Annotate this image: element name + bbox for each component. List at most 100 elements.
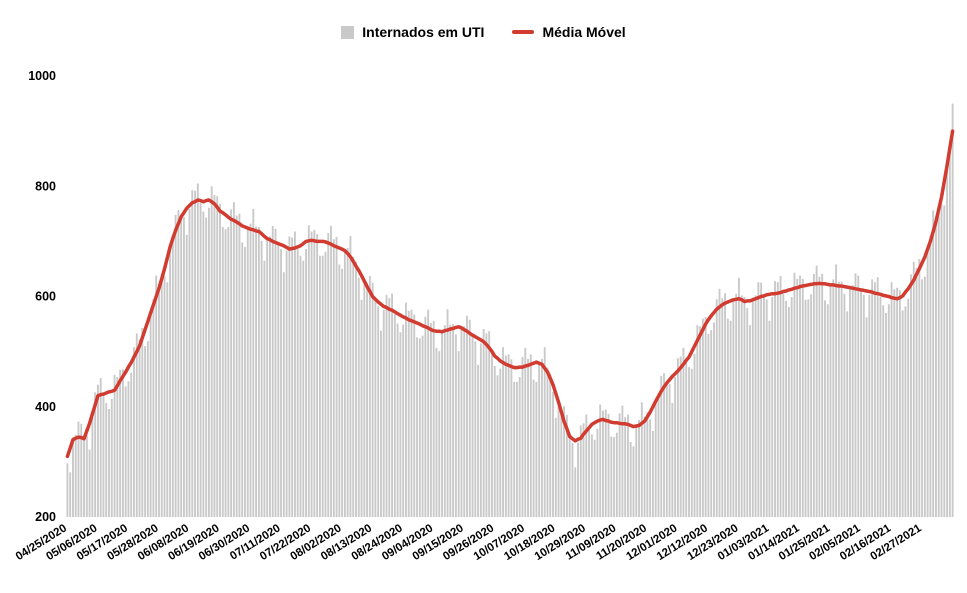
bar	[80, 423, 83, 517]
bar	[169, 244, 172, 517]
bar	[491, 353, 493, 517]
bar	[643, 416, 646, 517]
bar	[790, 297, 793, 517]
bar	[657, 393, 660, 517]
bar	[205, 217, 208, 517]
bar	[743, 297, 746, 517]
bar	[918, 259, 921, 517]
bar	[951, 103, 954, 517]
bar	[285, 250, 288, 517]
bar	[88, 449, 91, 517]
bar	[113, 374, 116, 517]
bar	[349, 235, 352, 517]
bar	[651, 431, 654, 517]
bar	[793, 272, 796, 517]
bar	[69, 472, 72, 517]
bar	[660, 375, 663, 517]
bar	[246, 228, 249, 517]
bar	[460, 325, 463, 517]
bar	[751, 297, 754, 517]
bar	[321, 255, 324, 517]
bar	[557, 400, 560, 517]
bar	[879, 296, 882, 517]
bar	[787, 307, 790, 517]
bar	[124, 386, 127, 517]
bar	[152, 299, 155, 517]
bar	[485, 333, 488, 517]
bar	[782, 293, 785, 517]
bar	[640, 402, 643, 517]
bar	[549, 373, 552, 517]
bar	[615, 432, 618, 517]
bar	[288, 236, 291, 517]
bar	[613, 437, 616, 517]
bar	[477, 364, 480, 517]
y-axis-tick-label: 1000	[28, 69, 56, 83]
bar	[565, 415, 568, 517]
bar	[804, 299, 807, 517]
bar	[854, 273, 857, 517]
bar	[368, 276, 371, 517]
bar	[887, 304, 890, 517]
bar	[466, 315, 468, 517]
bar	[324, 251, 327, 518]
bar	[890, 282, 893, 517]
chart-legend: Internados em UTI Média Móvel	[0, 24, 967, 40]
bar	[835, 264, 838, 517]
bar	[590, 434, 593, 517]
bar	[413, 314, 416, 517]
bar	[710, 330, 713, 517]
bar	[499, 368, 502, 517]
bar	[474, 341, 477, 517]
bar	[163, 276, 166, 517]
bar	[77, 421, 80, 517]
bar	[599, 404, 602, 517]
bar	[133, 347, 135, 517]
bar	[860, 289, 862, 517]
bar	[382, 309, 385, 517]
bar	[269, 236, 271, 517]
bar	[183, 217, 185, 517]
bar	[435, 347, 438, 517]
bar	[307, 225, 310, 517]
bar	[496, 375, 499, 517]
bar	[249, 223, 252, 517]
bar	[377, 306, 380, 517]
bar	[102, 396, 105, 517]
bar	[668, 384, 671, 517]
bar	[815, 265, 818, 517]
bar	[785, 300, 788, 517]
bar	[238, 213, 241, 518]
bar	[868, 294, 871, 517]
bar	[457, 351, 460, 517]
bar	[83, 438, 85, 517]
bar	[235, 215, 238, 517]
bar-series-swatch-icon	[341, 25, 355, 39]
bar	[543, 347, 546, 517]
bar	[596, 428, 599, 517]
bar	[762, 295, 765, 517]
bar	[682, 347, 685, 517]
bar	[160, 274, 163, 517]
bar	[72, 437, 74, 517]
bar	[829, 285, 832, 517]
bar	[294, 231, 296, 517]
bar	[799, 275, 801, 517]
bar	[177, 210, 180, 517]
bar	[266, 236, 269, 517]
bar	[388, 298, 391, 517]
bar	[663, 373, 665, 517]
bar	[393, 314, 396, 517]
bar	[718, 288, 721, 517]
bar	[926, 249, 929, 517]
bar	[99, 378, 102, 517]
bar	[291, 237, 294, 517]
bar	[654, 399, 657, 517]
bar	[746, 308, 749, 517]
bar	[921, 279, 924, 517]
bar	[513, 381, 516, 517]
bar	[935, 217, 937, 517]
bar	[282, 272, 285, 517]
